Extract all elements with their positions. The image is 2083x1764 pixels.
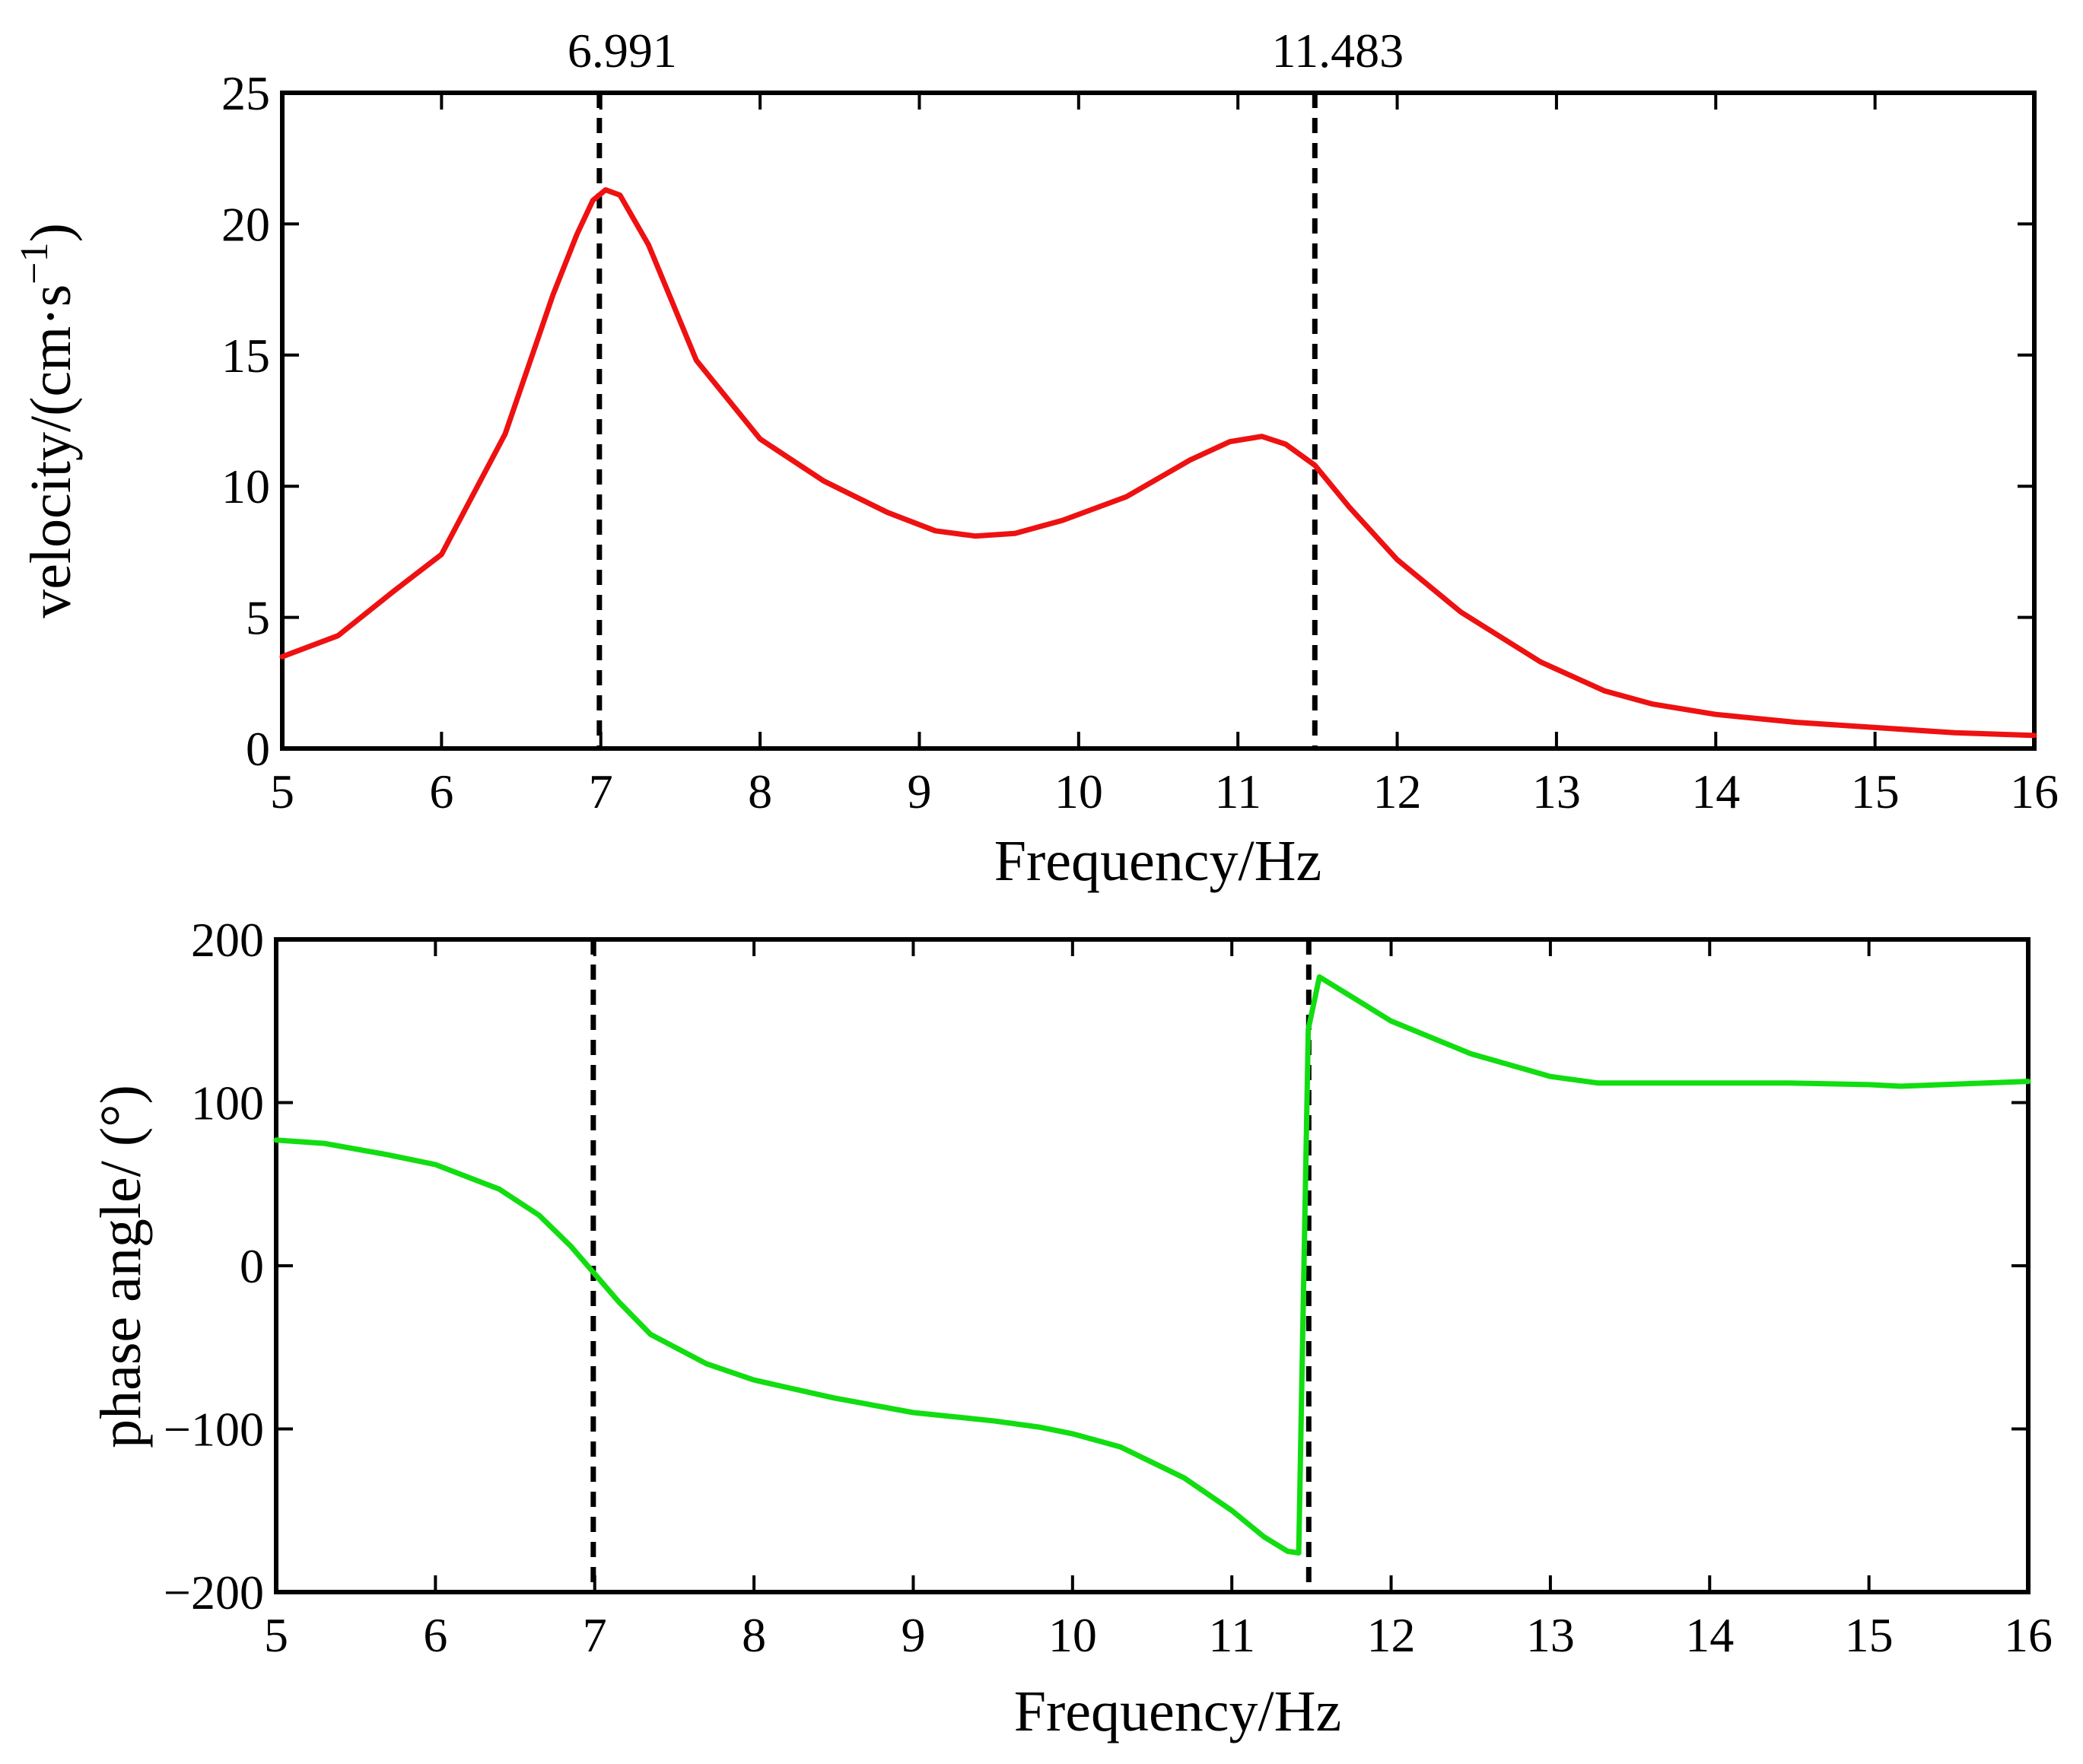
- phase-chart: 5 6 7 8 9 10 11 12 13 14 15 16 −200 −100 0 100 200 Freq…: [89, 913, 2053, 1743]
- phase-y-tick-label: 100: [191, 1076, 264, 1130]
- phase-x-tick-label: 5: [264, 1608, 288, 1662]
- phase-x-tick-label: 16: [2004, 1608, 2053, 1662]
- velocity-x-tick-label: 9: [907, 764, 931, 818]
- velocity-plot-frame: [280, 91, 2037, 751]
- velocity-x-tick-label: 12: [1373, 764, 1422, 818]
- phase-x-tick-label: 8: [742, 1608, 766, 1662]
- marker-value-label: 11.483: [1271, 24, 1404, 78]
- phase-x-tick-label: 13: [1526, 1608, 1575, 1662]
- phase-y-tick-label: 200: [191, 913, 264, 967]
- phase-x-tick-label: 14: [1685, 1608, 1734, 1662]
- velocity-series: [279, 187, 2037, 739]
- velocity-series-line: [279, 187, 2037, 739]
- phase-x-axis-title: Frequency/Hz: [1014, 1680, 1342, 1743]
- velocity-y-tick-label: 5: [246, 591, 270, 645]
- velocity-y-axis-title-main: velocity/(cm·s: [19, 284, 83, 618]
- velocity-x-tick-label: 5: [270, 764, 294, 818]
- velocity-x-axis-title: Frequency/Hz: [994, 829, 1322, 893]
- phase-x-ticks: 5 6 7 8 9 10 11 12 13 14 15 16: [264, 939, 2053, 1662]
- phase-x-tick-label: 7: [583, 1608, 607, 1662]
- velocity-y-tick-label: 0: [246, 722, 270, 776]
- velocity-y-axis-title-sup: −1: [13, 243, 56, 284]
- velocity-x-tick-label: 7: [589, 764, 613, 818]
- phase-y-ticks: −200 −100 0 100 200: [164, 913, 2028, 1619]
- velocity-y-tick-label: 25: [221, 66, 270, 120]
- velocity-y-tick-label: 20: [221, 197, 270, 251]
- phase-x-tick-label: 11: [1208, 1608, 1255, 1662]
- velocity-y-ticks: 0 5 10 15 20 25: [221, 66, 2034, 776]
- phase-plot-frame: [274, 937, 2031, 1594]
- velocity-x-tick-label: 10: [1054, 764, 1103, 818]
- phase-x-tick-label: 15: [1845, 1608, 1894, 1662]
- velocity-x-tick-label: 16: [2010, 764, 2059, 818]
- phase-marker-lines: [590, 939, 1312, 1592]
- velocity-x-tick-label: 15: [1851, 764, 1900, 818]
- velocity-x-tick-label: 6: [429, 764, 453, 818]
- phase-x-tick-label: 10: [1048, 1608, 1097, 1662]
- velocity-x-ticks: 5 6 7 8 9 10 11 12 13 14 15 16: [270, 93, 2059, 818]
- phase-y-tick-label: −100: [164, 1403, 264, 1457]
- velocity-marker-lines: [596, 93, 1318, 749]
- velocity-x-tick-label: 11: [1214, 764, 1261, 818]
- phase-x-tick-label: 12: [1367, 1608, 1416, 1662]
- velocity-x-tick-label: 8: [748, 764, 772, 818]
- phase-series-line: [273, 974, 2031, 1556]
- marker-value-label: 6.991: [568, 24, 677, 78]
- phase-x-tick-label: 9: [901, 1608, 925, 1662]
- phase-y-axis-title: phase angle/ (°): [89, 1085, 153, 1448]
- phase-x-tick-label: 6: [423, 1608, 447, 1662]
- phase-series: [273, 974, 2031, 1556]
- velocity-x-tick-label: 14: [1691, 764, 1740, 818]
- velocity-y-axis-title-close: ): [19, 223, 83, 242]
- marker-labels: 6.991 11.483: [568, 24, 1404, 78]
- velocity-y-tick-label: 10: [221, 459, 270, 513]
- phase-y-tick-label: 0: [240, 1239, 264, 1293]
- velocity-y-tick-label: 15: [221, 329, 270, 383]
- phase-y-tick-label: −200: [164, 1565, 264, 1619]
- velocity-y-axis-title: velocity/(cm·s−1): [13, 223, 83, 618]
- velocity-x-tick-label: 13: [1532, 764, 1581, 818]
